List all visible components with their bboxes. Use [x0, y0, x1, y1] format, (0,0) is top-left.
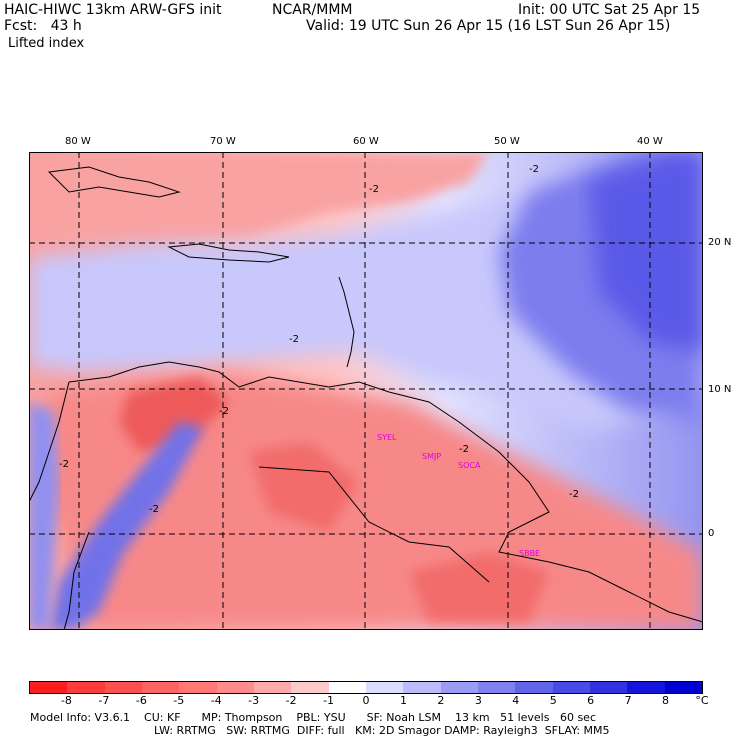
lat-label-20n: 20 N	[708, 237, 732, 248]
station-syel: SYEL	[377, 433, 397, 442]
station-smjp: SMJP	[422, 452, 441, 461]
venezuela-deep-red	[119, 377, 229, 452]
south-america-red	[39, 372, 703, 630]
contour-label: -2	[289, 334, 299, 345]
model-info-line1: Model Info: V3.6.1 CU: KF MP: Thompson P…	[30, 711, 597, 724]
colorbar-tick-label: 4	[512, 694, 520, 707]
colorbar-swatch	[104, 682, 142, 693]
colorbar-tick-label: 8	[662, 694, 670, 707]
colorbar-tick-label: 5	[549, 694, 557, 707]
model-info-line2: LW: RRTMG SW: RRTMG DIFF: full KM: 2D Sm…	[154, 724, 610, 737]
panama-coast	[28, 381, 70, 503]
colorbar-swatch	[403, 682, 441, 693]
colorbar-tick-label: -8	[60, 694, 72, 707]
colorbar-swatch	[253, 682, 292, 693]
interior-red-2	[409, 552, 549, 622]
forecast-hour: Fcst: 43 h	[4, 18, 82, 34]
organization: NCAR/MMM	[272, 2, 353, 18]
colorbar-swatch	[627, 682, 665, 693]
colorbar-swatch	[440, 682, 478, 693]
lifted-index-map: -2 -2 -2 -2 -2 -2 -2 -2 SYEL SMJP SOCA S…	[28, 152, 704, 631]
colorbar-tick-label: -4	[210, 694, 222, 707]
colorbar-tick-label: -7	[98, 694, 110, 707]
colorbar-swatch	[589, 682, 628, 693]
valid-time: Valid: 19 UTC Sun 26 Apr 15 (16 LST Sun …	[306, 18, 671, 34]
river-amazon	[258, 466, 490, 583]
colorbar	[29, 681, 703, 694]
colorbar-tick-label: 1	[399, 694, 407, 707]
contour-label: -2	[59, 459, 69, 470]
station-soca: SOCA	[458, 461, 481, 470]
colorbar-swatch	[552, 682, 590, 693]
init-time: Init: 00 UTC Sat 25 Apr 15	[518, 2, 701, 18]
colorbar-swatch	[328, 682, 366, 693]
map-border	[29, 152, 703, 630]
northern-red-band	[29, 152, 489, 264]
colorbar-swatch	[664, 682, 702, 693]
colorbar-swatch	[67, 682, 105, 693]
colorbar-swatch	[477, 682, 516, 693]
pacific-coast	[63, 531, 90, 631]
colorbar-tick-label: -6	[135, 694, 147, 707]
lon-label-70w: 70 W	[210, 136, 236, 147]
colorbar-tick-label: 6	[587, 694, 595, 707]
lon-label-60w: 60 W	[353, 136, 379, 147]
colorbar-unit: °C	[695, 694, 709, 707]
lesser-antilles	[338, 276, 355, 368]
colorbar-swatch	[365, 682, 404, 693]
andes-blue-strip	[49, 422, 204, 630]
lon-label-40w: 40 W	[637, 136, 663, 147]
colorbar-tick-label: 7	[624, 694, 632, 707]
station-sbbe: SBBE	[519, 549, 540, 558]
pacific-blue	[29, 402, 59, 630]
colorbar-tick-label: -3	[248, 694, 260, 707]
contour-label: -2	[149, 504, 159, 515]
contour-label: -2	[529, 164, 539, 175]
model-title: HAIC-HIWC 13km ARW-GFS init	[4, 2, 222, 18]
interior-red-1	[249, 442, 359, 532]
colorbar-swatch	[216, 682, 254, 693]
cuba-coast	[47, 166, 181, 198]
coastlines	[28, 166, 704, 631]
colorbar-swatch	[515, 682, 553, 693]
contour-label: -2	[369, 184, 379, 195]
colorbar-swatch	[179, 682, 217, 693]
hispaniola-coast	[167, 243, 290, 263]
field-name: Lifted index	[8, 36, 85, 51]
colorbar-tick-label: -2	[285, 694, 297, 707]
contour-label: -2	[569, 489, 579, 500]
colorbar-swatch	[141, 682, 180, 693]
grid-lines	[29, 152, 703, 630]
contour-label: -2	[459, 444, 469, 455]
colorbar-tick-label: 3	[474, 694, 482, 707]
contour-label: -2	[219, 406, 229, 417]
south-america-north-coast	[68, 361, 704, 623]
lon-label-80w: 80 W	[65, 136, 91, 147]
atlantic-deep-blue	[589, 152, 703, 352]
colorbar-tick-label: 2	[437, 694, 445, 707]
colorbar-tick-label: -5	[173, 694, 185, 707]
colorbar-swatch	[291, 682, 329, 693]
colorbar-tick-label: 0	[362, 694, 370, 707]
lat-label-10n: 10 N	[708, 384, 732, 395]
colorbar-tick-label: -1	[323, 694, 335, 707]
map-svg: -2 -2 -2 -2 -2 -2 -2 -2 SYEL SMJP SOCA S…	[28, 152, 704, 631]
colorbar-swatch	[30, 682, 68, 693]
lat-label-0: 0	[708, 528, 715, 539]
lon-label-50w: 50 W	[494, 136, 520, 147]
